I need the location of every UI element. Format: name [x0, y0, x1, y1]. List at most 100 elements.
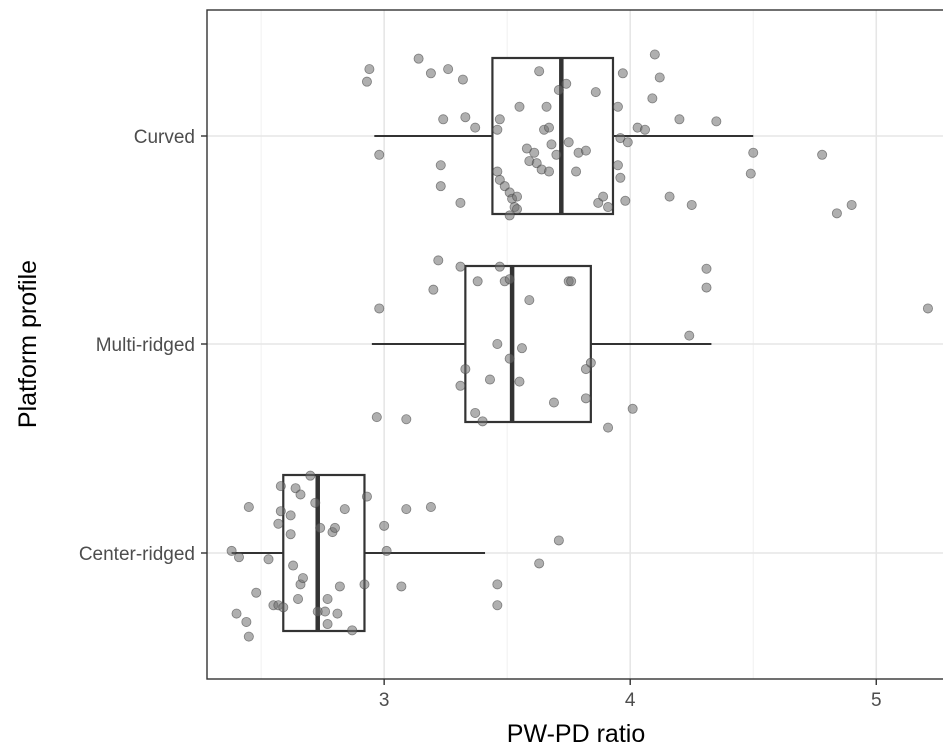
data-point — [524, 295, 535, 306]
data-point — [561, 78, 572, 89]
data-point — [617, 68, 628, 79]
data-point — [484, 374, 495, 385]
data-point — [553, 535, 564, 546]
data-point — [374, 149, 385, 160]
data-point — [425, 502, 436, 513]
data-point — [477, 416, 488, 427]
data-point — [435, 160, 446, 171]
data-point — [541, 101, 552, 112]
data-point — [686, 199, 697, 210]
data-point — [275, 506, 286, 517]
data-point — [585, 357, 596, 368]
data-point — [359, 579, 370, 590]
data-point — [612, 101, 623, 112]
data-point — [612, 160, 623, 171]
data-point — [293, 593, 304, 604]
data-point — [615, 133, 626, 144]
data-point — [470, 407, 481, 418]
data-point — [433, 255, 444, 266]
data-point — [529, 147, 540, 158]
y-axis-title: Platform profile — [14, 260, 42, 428]
data-point — [285, 510, 296, 521]
data-point — [379, 520, 390, 531]
data-point — [374, 303, 385, 314]
data-point — [580, 393, 591, 404]
x-tick-label: 5 — [871, 690, 882, 711]
data-point — [361, 76, 372, 87]
box-iqr — [282, 473, 366, 633]
data-point — [831, 208, 842, 219]
data-point — [748, 147, 759, 158]
data-point — [504, 274, 515, 285]
data-point — [817, 149, 828, 160]
data-point — [544, 122, 555, 133]
box-center-ridged — [231, 473, 486, 633]
data-point — [401, 504, 412, 515]
data-point — [241, 616, 252, 627]
data-point — [492, 338, 503, 349]
data-point — [647, 93, 658, 104]
data-point — [922, 303, 933, 314]
data-point — [521, 143, 532, 154]
data-point — [615, 172, 626, 183]
y-tick-label: Multi-ridged — [96, 335, 195, 356]
data-point — [443, 64, 454, 75]
data-point — [571, 166, 582, 177]
data-point — [233, 552, 244, 563]
data-point — [544, 166, 555, 177]
box-multi-ridged — [371, 264, 712, 424]
data-point — [243, 502, 254, 513]
data-point — [457, 74, 468, 85]
data-point — [285, 529, 296, 540]
data-point — [639, 124, 650, 135]
data-point — [548, 397, 559, 408]
data-point — [334, 581, 345, 592]
data-point — [504, 353, 515, 364]
data-point — [745, 168, 756, 179]
data-point — [243, 631, 254, 642]
data-point — [649, 49, 660, 60]
box-curved — [374, 56, 754, 216]
data-point — [512, 204, 523, 215]
data-point — [295, 489, 306, 500]
data-point — [492, 600, 503, 611]
data-point — [381, 545, 392, 556]
data-point — [428, 284, 439, 295]
x-axis: 3 4 5 — [379, 679, 882, 711]
data-point — [551, 149, 562, 160]
data-point — [674, 114, 685, 125]
box-iqr — [491, 56, 615, 216]
data-point — [361, 491, 372, 502]
data-point — [278, 602, 289, 613]
data-point — [603, 422, 614, 433]
data-point — [425, 68, 436, 79]
data-point — [627, 403, 638, 414]
data-point — [472, 276, 483, 287]
data-point — [701, 263, 712, 274]
data-point — [494, 114, 505, 125]
data-point — [320, 606, 331, 617]
data-point — [364, 64, 375, 75]
data-point — [455, 197, 466, 208]
data-point — [534, 66, 545, 77]
data-point — [470, 122, 481, 133]
data-point — [297, 573, 308, 584]
data-point — [322, 619, 333, 630]
data-point — [580, 145, 591, 156]
data-point — [263, 554, 274, 565]
data-point — [332, 608, 343, 619]
data-points — [226, 49, 933, 642]
data-point — [504, 210, 515, 221]
data-point — [516, 343, 527, 354]
x-tick-label: 4 — [625, 690, 636, 711]
data-point — [711, 116, 722, 127]
data-point — [620, 195, 631, 206]
x-tick-label: 3 — [379, 690, 390, 711]
data-point — [455, 261, 466, 272]
data-point — [460, 112, 471, 123]
data-point — [413, 53, 424, 64]
data-point — [322, 593, 333, 604]
data-point — [347, 625, 358, 636]
data-point — [371, 412, 382, 423]
data-point — [226, 545, 237, 556]
